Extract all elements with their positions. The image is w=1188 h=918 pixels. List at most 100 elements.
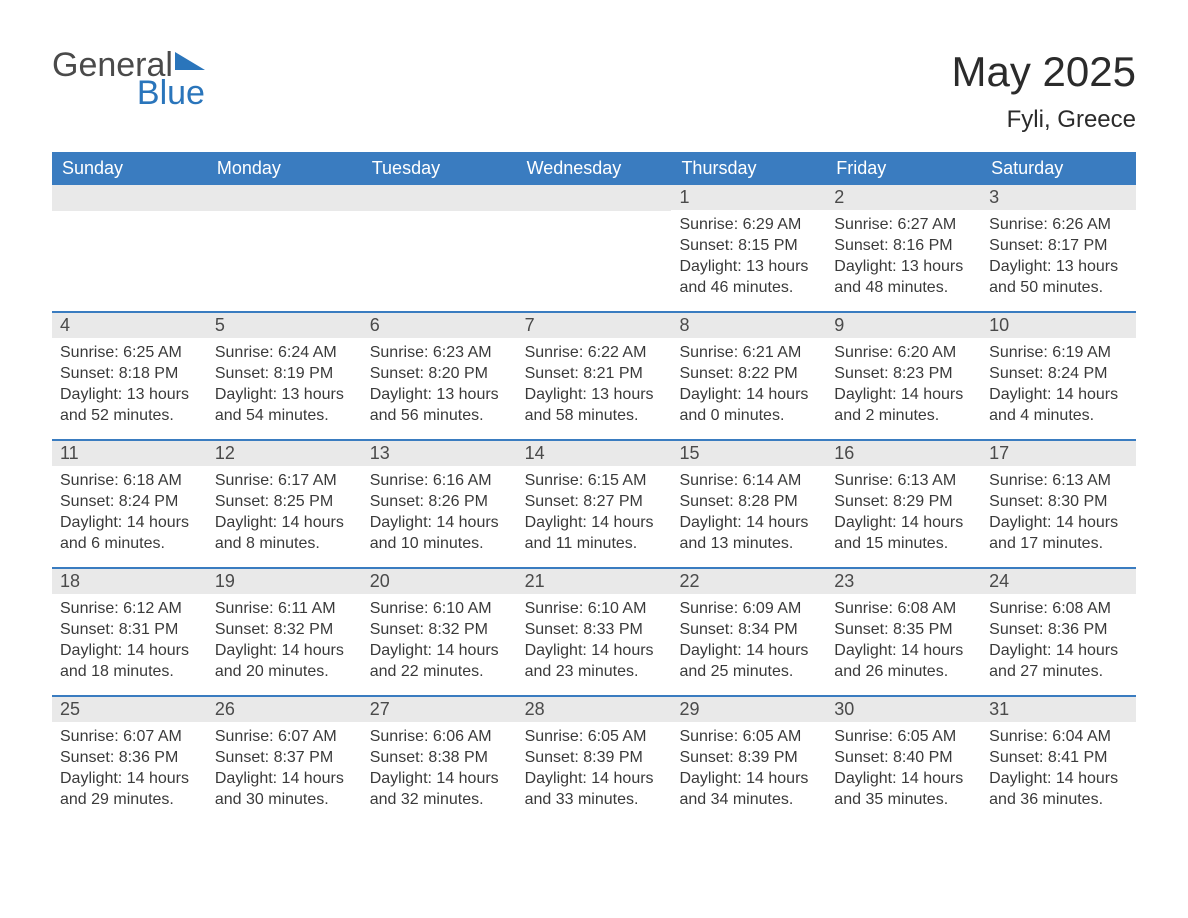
calendar-day: 7Sunrise: 6:22 AMSunset: 8:21 PMDaylight… xyxy=(517,313,672,439)
day-number: 25 xyxy=(52,697,207,722)
day-details: Sunrise: 6:08 AMSunset: 8:35 PMDaylight:… xyxy=(826,594,981,688)
day-number: 30 xyxy=(826,697,981,722)
sunrise-line: Sunrise: 6:06 AM xyxy=(370,726,509,747)
daylight-line: Daylight: 14 hours and 29 minutes. xyxy=(60,768,199,810)
day-number: 27 xyxy=(362,697,517,722)
sunset-line: Sunset: 8:38 PM xyxy=(370,747,509,768)
header: General Blue May 2025 Fyli, Greece xyxy=(52,48,1136,146)
calendar-day: 17Sunrise: 6:13 AMSunset: 8:30 PMDayligh… xyxy=(981,441,1136,567)
daylight-line: Daylight: 14 hours and 17 minutes. xyxy=(989,512,1128,554)
daylight-line: Daylight: 14 hours and 8 minutes. xyxy=(215,512,354,554)
sunrise-line: Sunrise: 6:04 AM xyxy=(989,726,1128,747)
day-details: Sunrise: 6:11 AMSunset: 8:32 PMDaylight:… xyxy=(207,594,362,688)
day-details: Sunrise: 6:18 AMSunset: 8:24 PMDaylight:… xyxy=(52,466,207,560)
day-number: 16 xyxy=(826,441,981,466)
sunset-line: Sunset: 8:21 PM xyxy=(525,363,664,384)
sunset-line: Sunset: 8:40 PM xyxy=(834,747,973,768)
day-details: Sunrise: 6:25 AMSunset: 8:18 PMDaylight:… xyxy=(52,338,207,432)
sunset-line: Sunset: 8:17 PM xyxy=(989,235,1128,256)
daylight-line: Daylight: 14 hours and 4 minutes. xyxy=(989,384,1128,426)
day-number: 5 xyxy=(207,313,362,338)
daylight-line: Daylight: 14 hours and 26 minutes. xyxy=(834,640,973,682)
sunrise-line: Sunrise: 6:12 AM xyxy=(60,598,199,619)
day-number: 29 xyxy=(671,697,826,722)
calendar-day: 3Sunrise: 6:26 AMSunset: 8:17 PMDaylight… xyxy=(981,185,1136,311)
daylight-line: Daylight: 13 hours and 58 minutes. xyxy=(525,384,664,426)
day-details: Sunrise: 6:13 AMSunset: 8:29 PMDaylight:… xyxy=(826,466,981,560)
weekday-header: Friday xyxy=(826,152,981,185)
day-details: Sunrise: 6:04 AMSunset: 8:41 PMDaylight:… xyxy=(981,722,1136,816)
day-details: Sunrise: 6:13 AMSunset: 8:30 PMDaylight:… xyxy=(981,466,1136,560)
sunset-line: Sunset: 8:15 PM xyxy=(679,235,818,256)
sunrise-line: Sunrise: 6:08 AM xyxy=(989,598,1128,619)
calendar-day xyxy=(517,185,672,311)
sunset-line: Sunset: 8:32 PM xyxy=(215,619,354,640)
sunset-line: Sunset: 8:16 PM xyxy=(834,235,973,256)
calendar-day: 12Sunrise: 6:17 AMSunset: 8:25 PMDayligh… xyxy=(207,441,362,567)
calendar-day: 26Sunrise: 6:07 AMSunset: 8:37 PMDayligh… xyxy=(207,697,362,823)
daylight-line: Daylight: 14 hours and 22 minutes. xyxy=(370,640,509,682)
sunset-line: Sunset: 8:30 PM xyxy=(989,491,1128,512)
sunrise-line: Sunrise: 6:17 AM xyxy=(215,470,354,491)
calendar-week: 1Sunrise: 6:29 AMSunset: 8:15 PMDaylight… xyxy=(52,185,1136,311)
day-number: 10 xyxy=(981,313,1136,338)
daylight-line: Daylight: 14 hours and 33 minutes. xyxy=(525,768,664,810)
sunset-line: Sunset: 8:23 PM xyxy=(834,363,973,384)
sunset-line: Sunset: 8:36 PM xyxy=(989,619,1128,640)
day-number xyxy=(52,185,207,211)
sunset-line: Sunset: 8:35 PM xyxy=(834,619,973,640)
day-number: 26 xyxy=(207,697,362,722)
day-details: Sunrise: 6:09 AMSunset: 8:34 PMDaylight:… xyxy=(671,594,826,688)
sunrise-line: Sunrise: 6:29 AM xyxy=(679,214,818,235)
sunset-line: Sunset: 8:32 PM xyxy=(370,619,509,640)
day-number: 8 xyxy=(671,313,826,338)
sunset-line: Sunset: 8:39 PM xyxy=(679,747,818,768)
calendar-day: 1Sunrise: 6:29 AMSunset: 8:15 PMDaylight… xyxy=(671,185,826,311)
sunrise-line: Sunrise: 6:16 AM xyxy=(370,470,509,491)
sunrise-line: Sunrise: 6:20 AM xyxy=(834,342,973,363)
sunrise-line: Sunrise: 6:24 AM xyxy=(215,342,354,363)
day-number: 24 xyxy=(981,569,1136,594)
calendar-day: 14Sunrise: 6:15 AMSunset: 8:27 PMDayligh… xyxy=(517,441,672,567)
sunset-line: Sunset: 8:20 PM xyxy=(370,363,509,384)
daylight-line: Daylight: 14 hours and 20 minutes. xyxy=(215,640,354,682)
calendar-day: 25Sunrise: 6:07 AMSunset: 8:36 PMDayligh… xyxy=(52,697,207,823)
sunset-line: Sunset: 8:41 PM xyxy=(989,747,1128,768)
sunset-line: Sunset: 8:19 PM xyxy=(215,363,354,384)
day-number: 3 xyxy=(981,185,1136,210)
day-details: Sunrise: 6:27 AMSunset: 8:16 PMDaylight:… xyxy=(826,210,981,304)
sunset-line: Sunset: 8:31 PM xyxy=(60,619,199,640)
daylight-line: Daylight: 14 hours and 25 minutes. xyxy=(679,640,818,682)
calendar-day: 16Sunrise: 6:13 AMSunset: 8:29 PMDayligh… xyxy=(826,441,981,567)
sunset-line: Sunset: 8:26 PM xyxy=(370,491,509,512)
location-label: Fyli, Greece xyxy=(952,106,1136,134)
sunset-line: Sunset: 8:28 PM xyxy=(679,491,818,512)
day-number: 1 xyxy=(671,185,826,210)
brand-text: General Blue xyxy=(52,48,205,110)
daylight-line: Daylight: 14 hours and 27 minutes. xyxy=(989,640,1128,682)
day-details: Sunrise: 6:05 AMSunset: 8:39 PMDaylight:… xyxy=(517,722,672,816)
calendar-day: 30Sunrise: 6:05 AMSunset: 8:40 PMDayligh… xyxy=(826,697,981,823)
day-number: 21 xyxy=(517,569,672,594)
day-number: 20 xyxy=(362,569,517,594)
day-details: Sunrise: 6:07 AMSunset: 8:37 PMDaylight:… xyxy=(207,722,362,816)
day-details: Sunrise: 6:05 AMSunset: 8:40 PMDaylight:… xyxy=(826,722,981,816)
calendar-day: 9Sunrise: 6:20 AMSunset: 8:23 PMDaylight… xyxy=(826,313,981,439)
sunset-line: Sunset: 8:18 PM xyxy=(60,363,199,384)
calendar-week: 4Sunrise: 6:25 AMSunset: 8:18 PMDaylight… xyxy=(52,311,1136,439)
daylight-line: Daylight: 13 hours and 46 minutes. xyxy=(679,256,818,298)
day-details: Sunrise: 6:29 AMSunset: 8:15 PMDaylight:… xyxy=(671,210,826,304)
sunrise-line: Sunrise: 6:19 AM xyxy=(989,342,1128,363)
sunrise-line: Sunrise: 6:22 AM xyxy=(525,342,664,363)
day-details: Sunrise: 6:22 AMSunset: 8:21 PMDaylight:… xyxy=(517,338,672,432)
sunrise-line: Sunrise: 6:15 AM xyxy=(525,470,664,491)
sunrise-line: Sunrise: 6:18 AM xyxy=(60,470,199,491)
sunset-line: Sunset: 8:34 PM xyxy=(679,619,818,640)
daylight-line: Daylight: 14 hours and 36 minutes. xyxy=(989,768,1128,810)
day-number xyxy=(207,185,362,211)
sunset-line: Sunset: 8:29 PM xyxy=(834,491,973,512)
day-details: Sunrise: 6:08 AMSunset: 8:36 PMDaylight:… xyxy=(981,594,1136,688)
day-details: Sunrise: 6:20 AMSunset: 8:23 PMDaylight:… xyxy=(826,338,981,432)
sunset-line: Sunset: 8:27 PM xyxy=(525,491,664,512)
calendar-day: 8Sunrise: 6:21 AMSunset: 8:22 PMDaylight… xyxy=(671,313,826,439)
